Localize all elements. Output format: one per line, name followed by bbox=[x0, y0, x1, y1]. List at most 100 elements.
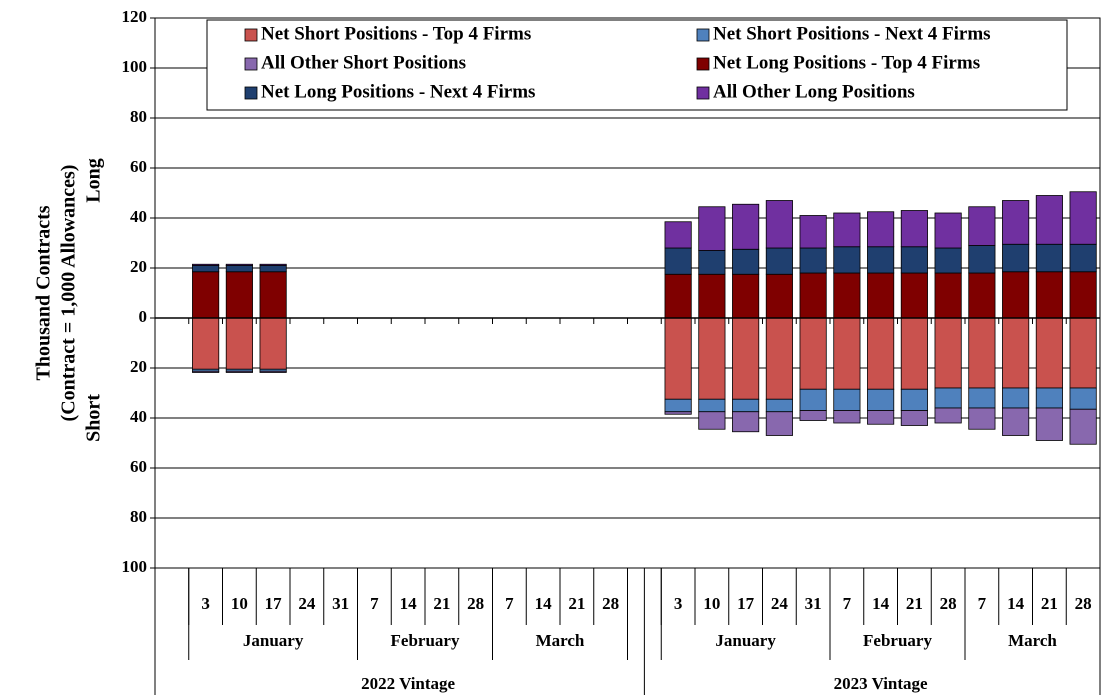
bar-segment bbox=[732, 248, 760, 275]
bar-segment bbox=[664, 247, 692, 275]
bar-segment bbox=[867, 388, 895, 411]
bar-segment bbox=[1035, 271, 1063, 319]
legend-swatch bbox=[244, 86, 258, 100]
bar-segment bbox=[698, 398, 726, 413]
bar-segment bbox=[698, 206, 726, 251]
bar-segment bbox=[664, 273, 692, 319]
bar-segment bbox=[1002, 243, 1030, 273]
legend-swatch bbox=[244, 57, 258, 71]
y-tick-label: 20 bbox=[130, 257, 147, 276]
bar-segment bbox=[765, 317, 793, 400]
bar-segment bbox=[732, 411, 760, 433]
vintage-label: 2023 Vintage bbox=[834, 674, 928, 693]
y-tick-label: 80 bbox=[130, 507, 147, 526]
bar-segment bbox=[259, 263, 287, 266]
bar-segment bbox=[698, 250, 726, 275]
bar-segment bbox=[799, 317, 827, 390]
bar-segment bbox=[867, 410, 895, 425]
bar-segment bbox=[1002, 387, 1030, 409]
bar-segment bbox=[1069, 387, 1097, 410]
bar-segment bbox=[259, 370, 287, 373]
month-label: February bbox=[863, 631, 932, 650]
month-label: January bbox=[243, 631, 304, 650]
bar-segment bbox=[1035, 407, 1063, 441]
bar-segment bbox=[833, 272, 861, 319]
x-tick-label: 24 bbox=[298, 594, 316, 613]
y-tick-label: 60 bbox=[130, 457, 147, 476]
bar-segment bbox=[900, 210, 928, 248]
x-tick-label: 17 bbox=[265, 594, 283, 613]
bar-segment bbox=[900, 246, 928, 274]
legend-label: Net Long Positions - Next 4 Firms bbox=[261, 81, 535, 102]
bar-segment bbox=[1002, 200, 1030, 245]
x-tick-label: 28 bbox=[940, 594, 957, 613]
x-tick-label: 7 bbox=[505, 594, 514, 613]
y-axis-label: (Contract = 1,000 Allowances) bbox=[58, 165, 80, 422]
bar-segment bbox=[1002, 407, 1030, 436]
x-tick-label: 7 bbox=[370, 594, 379, 613]
x-tick-label: 10 bbox=[703, 594, 720, 613]
bar-segment bbox=[934, 247, 962, 274]
x-tick-label: 21 bbox=[568, 594, 585, 613]
bar-segment bbox=[1035, 195, 1063, 245]
bar-segment bbox=[867, 211, 895, 248]
legend-label: All Other Short Positions bbox=[261, 52, 466, 73]
y-tick-label: 20 bbox=[130, 357, 147, 376]
bar-segment bbox=[900, 272, 928, 319]
bar-segment bbox=[833, 246, 861, 274]
x-tick-label: 3 bbox=[674, 594, 683, 613]
y-tick-label: 40 bbox=[130, 407, 147, 426]
bar-segment bbox=[934, 407, 962, 424]
bar-segment bbox=[259, 265, 287, 273]
x-tick-label: 3 bbox=[201, 594, 210, 613]
bar-segment bbox=[833, 317, 861, 390]
bar-segment bbox=[799, 247, 827, 274]
legend-label: All Other Long Positions bbox=[713, 81, 915, 102]
x-tick-label: 31 bbox=[805, 594, 822, 613]
bar-segment bbox=[1002, 271, 1030, 319]
x-tick-label: 24 bbox=[771, 594, 789, 613]
y-tick-label: 40 bbox=[130, 207, 147, 226]
bar-segment bbox=[1069, 243, 1097, 273]
x-tick-label: 31 bbox=[332, 594, 349, 613]
bar-segment bbox=[225, 271, 253, 319]
bar-segment bbox=[732, 317, 760, 400]
bar-segment bbox=[968, 387, 996, 409]
x-tick-label: 17 bbox=[737, 594, 755, 613]
bar-segment bbox=[732, 203, 760, 250]
legend-label: Net Long Positions - Top 4 Firms bbox=[713, 52, 980, 73]
bar-segment bbox=[799, 215, 827, 249]
short-label: Short bbox=[83, 394, 105, 442]
y-tick-label: 120 bbox=[122, 7, 148, 26]
x-tick-label: 10 bbox=[231, 594, 248, 613]
bar-segment bbox=[192, 370, 220, 373]
y-tick-label: 100 bbox=[122, 57, 148, 76]
bar-segment bbox=[225, 317, 253, 370]
bar-segment bbox=[968, 407, 996, 430]
bar-segment bbox=[698, 411, 726, 430]
long-label: Long bbox=[83, 158, 105, 202]
bar-segment bbox=[934, 387, 962, 409]
bar-segment bbox=[765, 273, 793, 319]
bar-segment bbox=[225, 263, 253, 266]
bar-segment bbox=[1035, 387, 1063, 409]
bar-segment bbox=[1069, 317, 1097, 389]
y-tick-label: 0 bbox=[139, 307, 148, 326]
bar-segment bbox=[664, 221, 692, 249]
bar-segment bbox=[934, 212, 962, 249]
legend-swatch bbox=[696, 28, 710, 42]
x-tick-label: 28 bbox=[467, 594, 484, 613]
bar-segment bbox=[900, 388, 928, 411]
bar-segment bbox=[833, 410, 861, 424]
bar-segment bbox=[1035, 317, 1063, 389]
bar-segment bbox=[968, 317, 996, 389]
bar-segment bbox=[698, 273, 726, 319]
x-tick-label: 14 bbox=[872, 594, 890, 613]
x-tick-label: 28 bbox=[602, 594, 619, 613]
x-tick-label: 28 bbox=[1075, 594, 1092, 613]
bar-segment bbox=[192, 317, 220, 370]
bar-segment bbox=[1002, 317, 1030, 389]
bar-segment bbox=[1069, 191, 1097, 245]
bar-segment bbox=[900, 410, 928, 426]
bar-segment bbox=[867, 317, 895, 390]
